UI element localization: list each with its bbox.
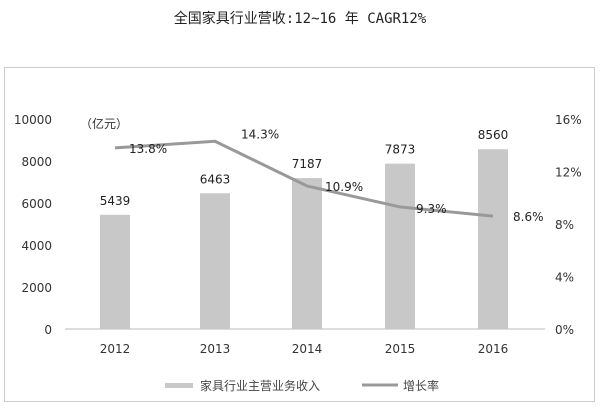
y-tick-label: 10000 xyxy=(14,113,52,127)
bar-2012 xyxy=(100,214,130,329)
bar-2014 xyxy=(292,178,322,329)
growth-rate-line xyxy=(114,139,494,218)
y2-tick-label: 4% xyxy=(555,271,574,285)
legend-line-label: 增长率 xyxy=(403,378,439,393)
bar-data-label: 6463 xyxy=(200,172,231,186)
bar-2015 xyxy=(385,163,415,329)
y-tick-label: 8000 xyxy=(21,155,52,169)
bar-2013 xyxy=(200,193,230,329)
bar-2016 xyxy=(478,149,508,329)
y2-tick-label: 12% xyxy=(555,166,582,180)
bar-data-label: 5439 xyxy=(100,194,131,208)
y-tick-label: 0 xyxy=(44,323,52,337)
y2-tick-label: 16% xyxy=(555,113,582,127)
y-axis-unit-label: （亿元） xyxy=(80,116,128,131)
chart-title: 全国家具行业营收:12~16 年 CAGR12% xyxy=(173,11,427,27)
chart-frame xyxy=(4,67,595,402)
y-tick-label: 2000 xyxy=(21,281,52,295)
bar-data-label: 8560 xyxy=(478,128,509,142)
y2-tick-label: 8% xyxy=(555,218,574,232)
bar-data-label: 7873 xyxy=(385,143,416,157)
line-data-label: 8.6% xyxy=(513,210,544,224)
y2-tick-label: 0% xyxy=(555,323,574,337)
x-tick-label: 2012 xyxy=(100,342,131,356)
x-tick-label: 2015 xyxy=(385,342,416,356)
x-tick-label: 2013 xyxy=(200,342,231,356)
y-tick-label: 6000 xyxy=(21,197,52,211)
y-tick-label: 4000 xyxy=(21,239,52,253)
line-data-label: 9.3% xyxy=(416,202,447,216)
line-data-label: 10.9% xyxy=(325,180,363,194)
x-tick-label: 2016 xyxy=(478,342,509,356)
x-tick-label: 2014 xyxy=(292,342,323,356)
line-data-label: 13.8% xyxy=(129,142,167,156)
legend-bar-swatch xyxy=(165,383,193,388)
line-data-label: 14.3% xyxy=(241,127,279,141)
bar-data-label: 7187 xyxy=(292,157,323,171)
legend-bar-label: 家具行业主营业务收入 xyxy=(200,378,320,393)
